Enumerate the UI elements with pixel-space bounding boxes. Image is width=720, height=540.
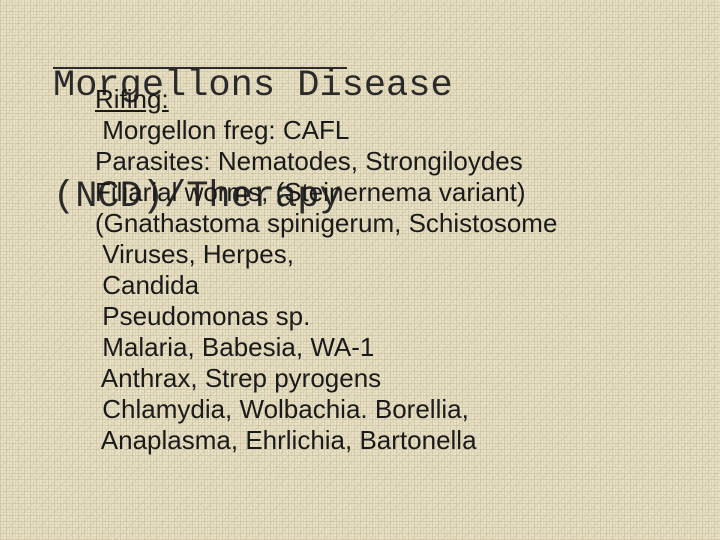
- body-line: Morgellon freg: CAFL: [95, 115, 557, 146]
- body-line: Viruses, Herpes,: [95, 239, 557, 270]
- title-underline: [53, 67, 347, 69]
- body-line: Anaplasma, Ehrlichia, Bartonella: [95, 425, 557, 456]
- body-line: Chlamydia, Wolbachia. Borellia,: [95, 394, 557, 425]
- body-line: Candida: [95, 270, 557, 301]
- body-line: Malaria, Babesia, WA-1: [95, 332, 557, 363]
- body-line: (Gnathastoma spinigerum, Schistosome: [95, 208, 557, 239]
- body-line: Anthrax, Strep pyrogens: [95, 363, 557, 394]
- slide-content: Morgellons Disease (NCD)/Therapy Rifing:…: [0, 0, 720, 540]
- body-line: Parasites: Nematodes, Strongiloydes: [95, 146, 557, 177]
- body-text-block: Rifing: Morgellon freg: CAFLParasites: N…: [95, 84, 557, 456]
- body-line: Filiarial worms, (Steinernema variant): [95, 177, 557, 208]
- body-subheading: Rifing:: [95, 84, 557, 115]
- body-line: Pseudomonas sp.: [95, 301, 557, 332]
